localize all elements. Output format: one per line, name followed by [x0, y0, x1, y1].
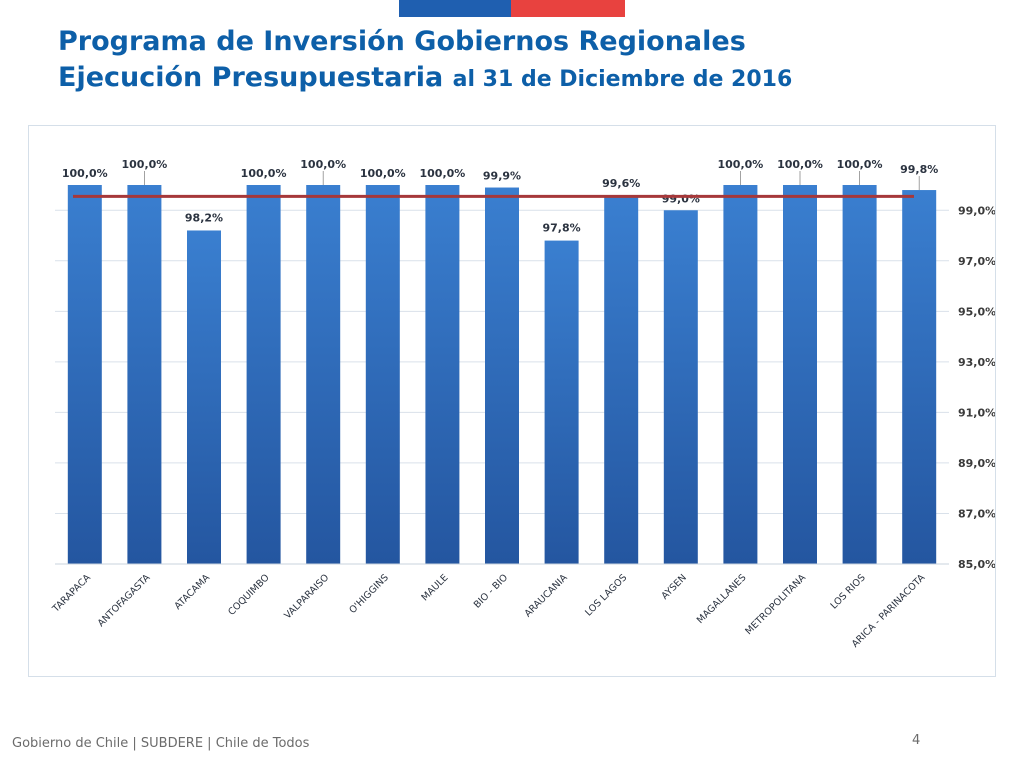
- y-tick-label: 89,0%: [958, 457, 995, 470]
- bar: [187, 230, 221, 564]
- x-tick-label: MAULE: [419, 572, 450, 603]
- data-label: 100,0%: [360, 167, 406, 180]
- data-label: 100,0%: [241, 167, 287, 180]
- x-tick-label: ARAUCANIA: [523, 572, 571, 620]
- y-tick-label: 91,0%: [958, 406, 995, 419]
- bar: [723, 185, 758, 564]
- title-line-1: Programa de Inversión Gobiernos Regional…: [58, 26, 746, 57]
- bar: [425, 185, 460, 564]
- x-tick-label: LOS RIOS: [829, 572, 868, 611]
- bar: [67, 185, 102, 564]
- data-label: 100,0%: [300, 158, 346, 171]
- bar: [842, 185, 877, 564]
- data-label: 100,0%: [717, 158, 763, 171]
- y-tick-label: 95,0%: [958, 305, 995, 318]
- page-number: 4: [912, 733, 921, 748]
- data-label: 100,0%: [419, 167, 465, 180]
- page-title: Programa de Inversión Gobiernos Regional…: [58, 24, 792, 98]
- data-label: 99,6%: [602, 177, 640, 190]
- bar-chart: 85,0% 87,0% 89,0% 91,0% 93,0% 95,0% 97,0% 99,0%…: [50, 158, 995, 650]
- y-tick-label: 99,0%: [958, 204, 995, 217]
- x-tick-label: VALPARAISO: [282, 572, 331, 621]
- x-tick-label: ATACAMA: [173, 572, 213, 612]
- data-label: 100,0%: [777, 158, 823, 171]
- bar: [246, 185, 281, 564]
- x-tick-label: ANTOFAGASTA: [96, 572, 153, 629]
- data-label: 98,2%: [185, 211, 223, 224]
- flag-red-stripe: [511, 0, 625, 17]
- y-tick-label: 87,0%: [958, 507, 995, 520]
- bar: [306, 185, 341, 564]
- bar: [127, 185, 162, 564]
- footer-text: Gobierno de Chile | SUBDERE | Chile de T…: [12, 736, 310, 751]
- data-label: 97,8%: [543, 222, 581, 235]
- data-label: 99,9%: [483, 170, 521, 183]
- data-label: 100,0%: [62, 167, 108, 180]
- x-tick-label: METROPOLITANA: [743, 572, 808, 637]
- bar: [604, 195, 639, 564]
- data-label: 100,0%: [121, 158, 167, 171]
- data-label: 99,0%: [662, 192, 700, 205]
- x-tick-label: AYSEN: [659, 572, 688, 601]
- bar: [902, 190, 937, 564]
- y-tick-label: 97,0%: [958, 255, 995, 268]
- x-tick-label: LOS LAGOS: [583, 572, 629, 618]
- title-line-2-main: Ejecución Presupuestaria: [58, 62, 444, 93]
- data-label: 99,8%: [900, 163, 938, 176]
- bar: [365, 185, 400, 564]
- y-tick-label: 93,0%: [958, 356, 995, 369]
- title-line-2-rest: al 31 de Diciembre de 2016: [452, 67, 793, 92]
- bar: [663, 210, 698, 564]
- title-line-2: Ejecución Presupuestaria al 31 de Diciem…: [58, 60, 792, 98]
- x-tick-label: BIO - BIO: [472, 572, 510, 610]
- chart-area: 85,0% 87,0% 89,0% 91,0% 93,0% 95,0% 97,0% 99,0%…: [28, 125, 996, 677]
- bar: [485, 187, 519, 564]
- bar: [783, 185, 817, 564]
- x-tick-label: O'HIGGINS: [347, 572, 391, 616]
- y-tick-label: 85,0%: [958, 558, 995, 571]
- data-label: 100,0%: [837, 158, 883, 171]
- x-tick-label: COQUIMBO: [226, 572, 272, 618]
- flag-blue-stripe: [399, 0, 511, 17]
- x-tick-label: TARAPACA: [50, 572, 93, 615]
- bar: [544, 240, 579, 564]
- x-tick-label: MAGALLANES: [695, 572, 749, 626]
